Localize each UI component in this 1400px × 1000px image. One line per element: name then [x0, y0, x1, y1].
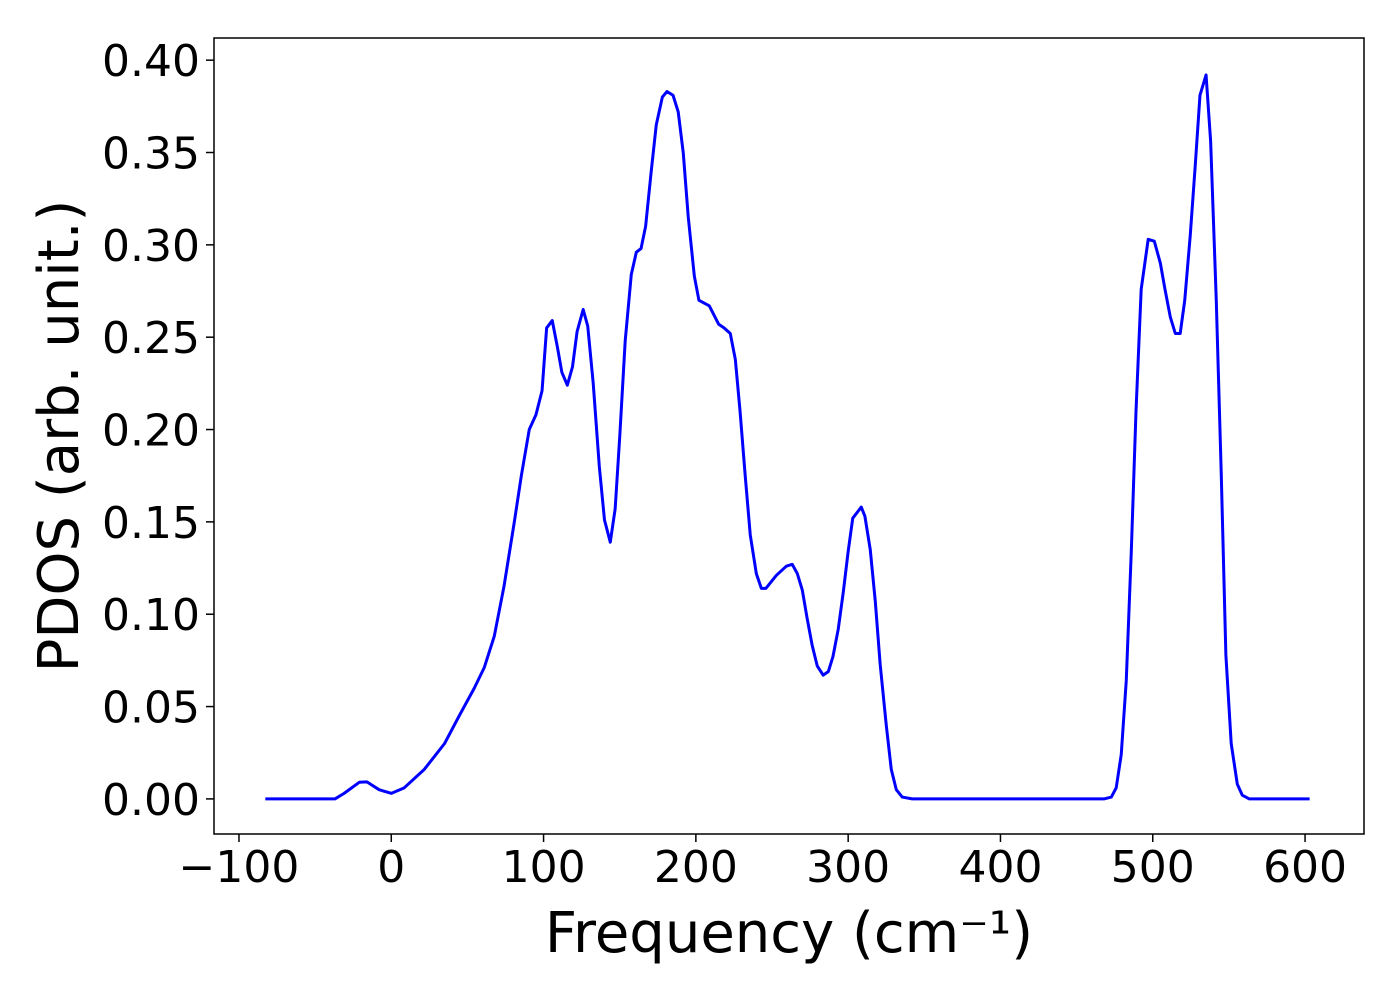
y-axis-label: PDOS (arb. unit.)	[27, 200, 92, 673]
x-tick-label: 400	[958, 842, 1042, 893]
y-tick-label: 0.25	[102, 313, 200, 364]
y-tick-label: 0.05	[102, 683, 200, 734]
x-axis-label: Frequency (cm⁻¹)	[545, 901, 1033, 966]
y-tick-label: 0.15	[102, 498, 200, 549]
y-tick-label: 0.30	[102, 221, 200, 272]
y-tick-label: 0.00	[102, 775, 200, 826]
x-tick-label: 200	[654, 842, 738, 893]
x-tick-label: 300	[806, 842, 890, 893]
x-tick-label: −100	[179, 842, 300, 893]
data-line	[265, 73, 1310, 801]
y-tick-label: 0.40	[102, 36, 200, 87]
x-tick-label: 100	[502, 842, 586, 893]
y-tick-label: 0.35	[102, 129, 200, 180]
plot-frame	[213, 37, 1365, 835]
x-tick-label: 0	[377, 842, 405, 893]
y-tick-label: 0.20	[102, 406, 200, 457]
y-tick-label: 0.10	[102, 590, 200, 641]
x-tick-label: 600	[1263, 842, 1347, 893]
x-tick-label: 500	[1111, 842, 1195, 893]
